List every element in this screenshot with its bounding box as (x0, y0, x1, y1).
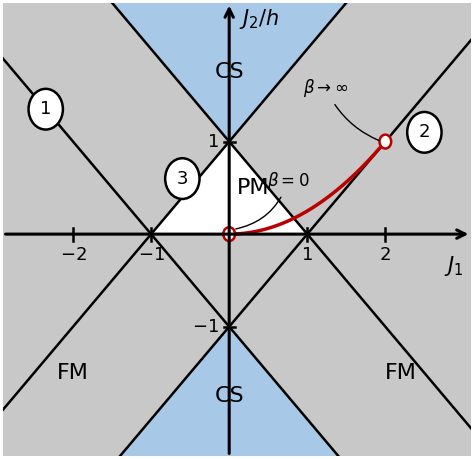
Text: $J_2/h$: $J_2/h$ (238, 7, 279, 31)
Text: $J_1$: $J_1$ (444, 254, 464, 279)
Circle shape (28, 89, 63, 129)
Text: $-1$: $-1$ (192, 318, 219, 336)
Text: $\beta = 0$: $\beta = 0$ (236, 170, 309, 229)
Circle shape (407, 112, 442, 153)
Text: $-2$: $-2$ (60, 246, 86, 264)
Text: 1: 1 (40, 100, 51, 118)
Text: 3: 3 (177, 170, 188, 188)
Text: $-1$: $-1$ (138, 246, 164, 264)
Text: CS: CS (214, 386, 244, 406)
Text: $1$: $1$ (207, 133, 219, 151)
Text: $1$: $1$ (301, 246, 313, 264)
Text: 2: 2 (419, 123, 430, 141)
Text: $2$: $2$ (380, 246, 391, 264)
Circle shape (223, 227, 235, 241)
Text: FM: FM (57, 363, 89, 383)
Text: PM: PM (237, 178, 270, 198)
Text: FM: FM (385, 363, 417, 383)
Circle shape (380, 134, 391, 149)
Text: $\beta \rightarrow \infty$: $\beta \rightarrow \infty$ (303, 78, 379, 140)
Text: CS: CS (214, 62, 244, 82)
Polygon shape (3, 3, 471, 141)
Circle shape (165, 158, 200, 199)
Polygon shape (3, 3, 471, 456)
Polygon shape (151, 141, 307, 234)
Polygon shape (3, 327, 471, 456)
